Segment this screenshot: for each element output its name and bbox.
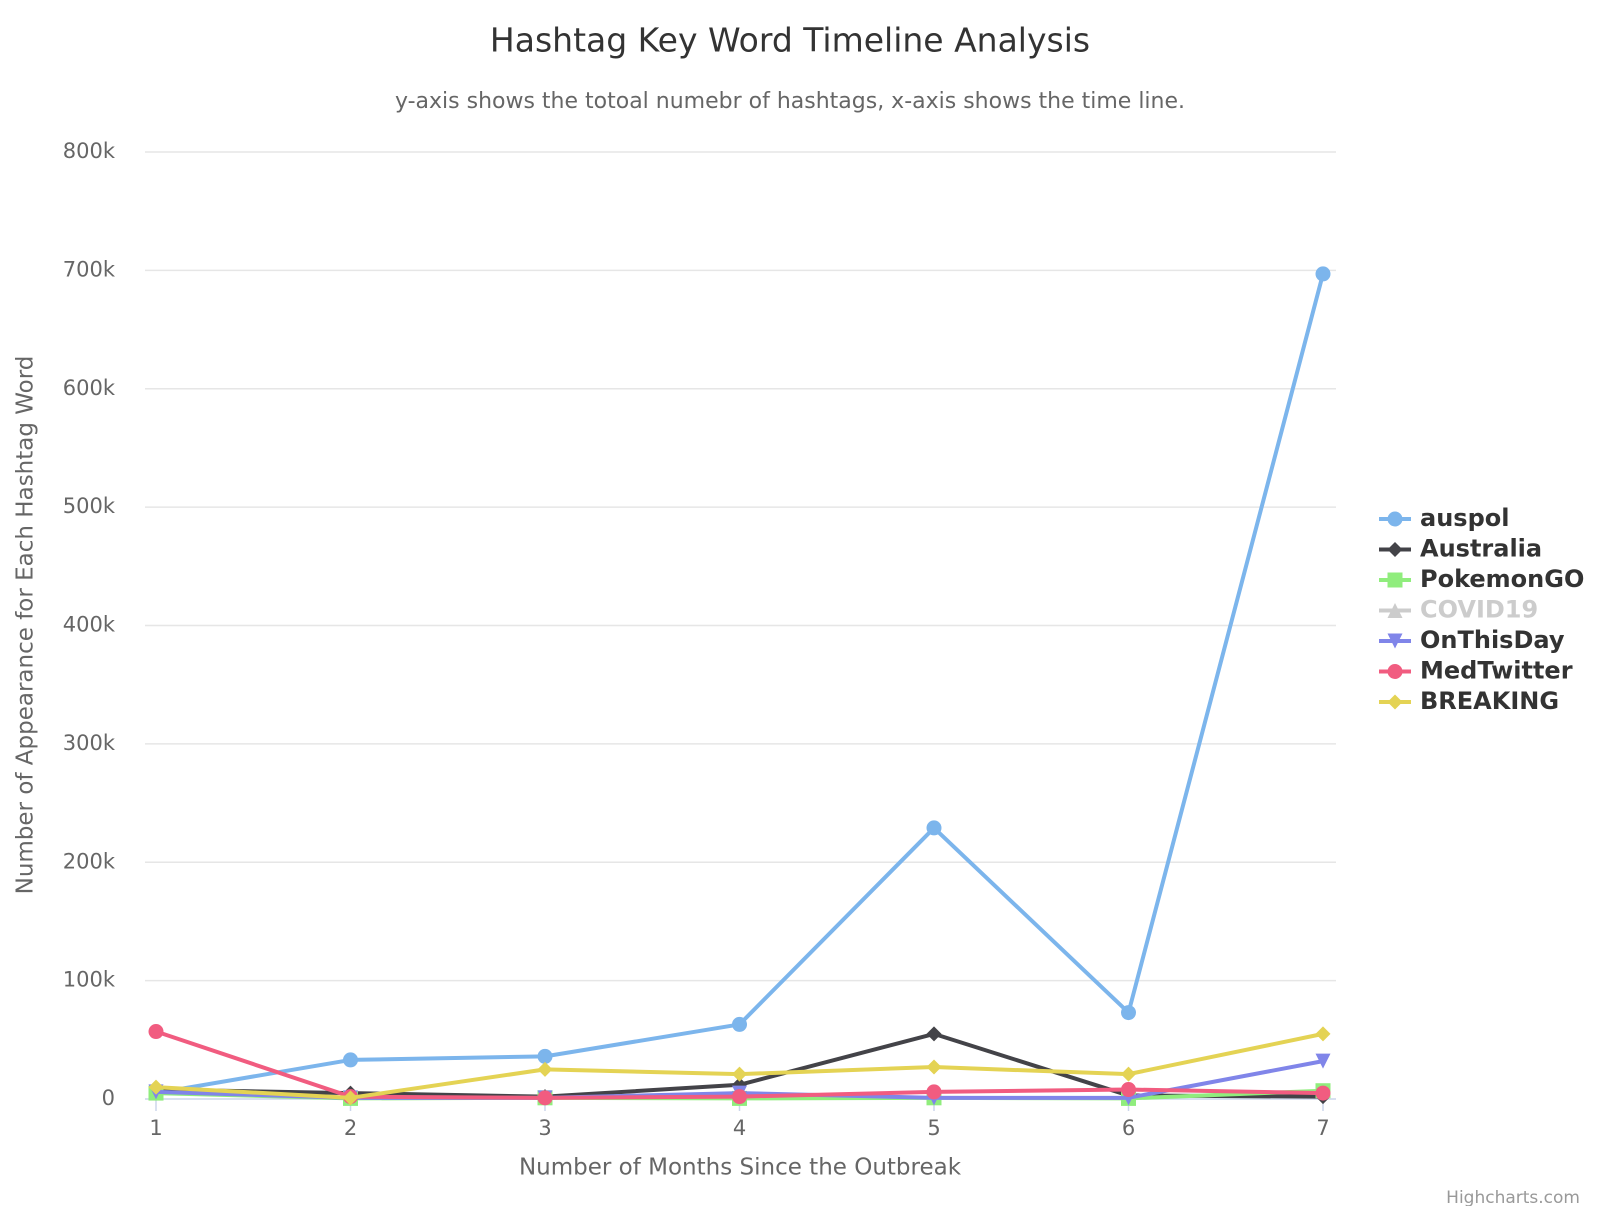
x-tick-label: 4 [733,1116,746,1140]
point [732,1016,747,1032]
point [537,1061,553,1077]
point [1315,1053,1331,1069]
point [1121,1005,1136,1021]
x-tick-label: 5 [927,1116,940,1140]
point [1121,1066,1136,1082]
point [343,1052,358,1068]
legend-marker [1387,633,1403,649]
legend-label: Australia [1420,535,1542,563]
chart-subtitle: y-axis shows the totoal numebr of hashta… [395,89,1185,114]
x-tick-label: 2 [344,1116,357,1140]
y-tick-label: 600k [63,376,116,400]
x-axis-title: Number of Months Since the Outbreak [519,1155,962,1181]
x-tick-label: 7 [1316,1116,1329,1140]
point [1121,1082,1136,1098]
point [926,820,942,836]
point [148,1024,164,1040]
legend-label: MedTwitter [1420,657,1573,685]
y-tick-label: 0 [102,1086,115,1110]
y-tick-label: 100k [63,968,116,992]
point [1315,1026,1331,1042]
y-tick-label: 700k [63,257,116,281]
point [537,1090,553,1106]
point [926,1026,942,1042]
y-tick-label: 300k [63,731,116,755]
x-tick-label: 6 [1122,1116,1135,1140]
x-tick-label: 1 [149,1116,162,1140]
y-tick-label: 500k [63,494,116,518]
x-tick-label: 3 [538,1116,551,1140]
series-line [155,273,1325,1096]
legend-marker [1387,572,1403,588]
point [537,1048,553,1064]
credits: Highcharts.com [1446,1188,1580,1206]
y-tick-label: 400k [63,613,116,637]
point [343,1090,358,1106]
point [926,1059,942,1075]
legend-marker [1387,664,1403,679]
legend-marker [1387,511,1403,527]
y-tick-label: 800k [63,139,116,163]
point [732,1089,747,1105]
y-tick-label: 200k [63,849,116,873]
point [732,1066,747,1082]
point [926,1084,942,1100]
legend-marker [1387,542,1403,557]
legend-marker [1387,694,1403,710]
chart-title: Hashtag Key Word Timeline Analysis [490,21,1090,60]
legend-label: COVID19 [1420,596,1538,624]
legend-label: OnThisDay [1420,626,1565,654]
legend-label: PokemonGO [1420,565,1584,593]
legend-label: BREAKING [1420,687,1559,715]
point [1315,266,1331,282]
legend-label: auspol [1420,504,1509,532]
point [1315,1085,1331,1101]
y-axis-title: Number of Appearance for Each Hashtag Wo… [13,356,39,895]
point [148,1079,164,1095]
legend-marker [1387,603,1403,618]
